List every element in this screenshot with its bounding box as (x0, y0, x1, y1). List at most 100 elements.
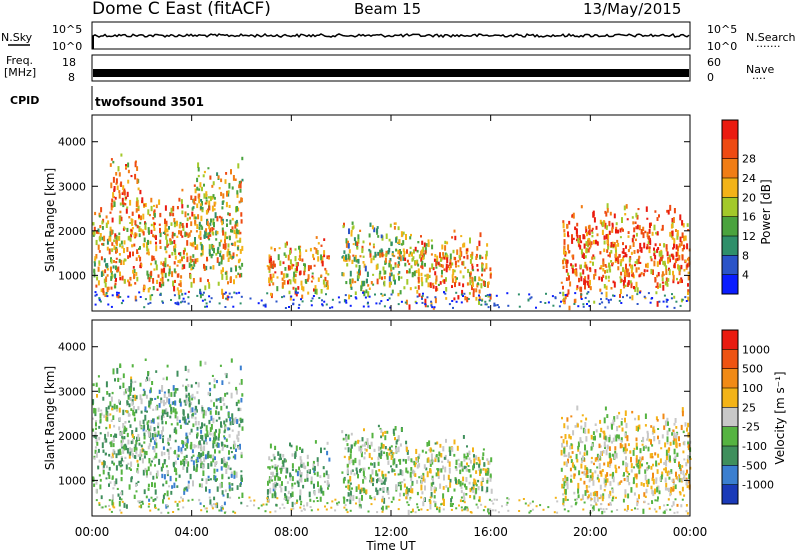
echo-cell (234, 241, 237, 247)
echo-cell (344, 504, 347, 507)
echo-cell (165, 234, 168, 240)
echo-cell (187, 384, 190, 388)
echo-cell (309, 498, 312, 502)
echo-cell (591, 509, 594, 512)
echo-cell (680, 504, 683, 508)
echo-cell (116, 293, 119, 296)
echo-cell (144, 358, 147, 361)
echo-cell (687, 289, 690, 294)
echo-cell (365, 489, 368, 494)
echo-cell (459, 469, 462, 475)
echo-cell (653, 250, 656, 254)
echo-cell (576, 234, 579, 240)
echo-cell (114, 283, 117, 286)
echo-cell (236, 192, 239, 198)
echo-cell (113, 186, 116, 191)
echo-cell (286, 499, 289, 504)
echo-cell (93, 230, 96, 236)
echo-cell (607, 461, 610, 468)
echo-cell (220, 261, 223, 265)
echo-cell (420, 272, 423, 277)
echo-cell (171, 485, 174, 489)
echo-cell (665, 467, 667, 474)
echo-cell (112, 192, 115, 198)
echo-cell (146, 246, 149, 252)
echo-cell (113, 462, 115, 466)
echo-cell (319, 475, 322, 479)
echo-cell (238, 180, 241, 185)
echo-cell (135, 447, 138, 451)
echo-cell (199, 426, 202, 430)
echo-cell (165, 376, 168, 381)
echo-cell (394, 426, 397, 431)
echo-cell (94, 294, 97, 297)
echo-cell (608, 262, 610, 268)
echo-cell (475, 256, 478, 260)
echo-cell (154, 438, 157, 442)
echo-cell (472, 486, 475, 490)
echo-cell (413, 460, 416, 466)
echo-cell (147, 371, 150, 375)
echo-cell (237, 437, 240, 442)
echo-cell (604, 264, 607, 267)
echo-cell (403, 478, 406, 482)
echo-cell (110, 182, 113, 189)
echo-cell (200, 461, 203, 467)
echo-cell (100, 271, 103, 277)
power-colorbar-tick-label: 12 (742, 230, 756, 243)
echo-cell (311, 297, 314, 300)
echo-cell (193, 261, 196, 267)
echo-cell (240, 501, 243, 505)
echo-cell (415, 260, 418, 265)
echo-cell (270, 258, 272, 262)
echo-cell (198, 188, 201, 191)
echo-cell (173, 482, 176, 489)
echo-cell (125, 504, 128, 509)
echo-cell (170, 222, 173, 226)
echo-cell (317, 481, 319, 487)
echo-cell (138, 505, 141, 508)
echo-cell (108, 499, 111, 502)
echo-cell (327, 285, 329, 290)
velocity-colorbar-tick-label: 500 (742, 363, 763, 376)
echo-cell (602, 268, 605, 272)
echo-cell (186, 422, 189, 425)
echo-cell (609, 461, 612, 466)
echo-cell (663, 425, 666, 430)
echo-cell (291, 501, 294, 508)
echo-cell (147, 420, 150, 423)
echo-cell (98, 459, 101, 463)
echo-cell (389, 272, 392, 277)
echo-cell (182, 466, 185, 470)
echo-cell (127, 179, 130, 184)
echo-cell (341, 272, 344, 276)
echo-cell (197, 421, 200, 426)
echo-cell (471, 263, 474, 266)
echo-cell (576, 285, 579, 290)
echo-cell (619, 228, 622, 233)
echo-cell (455, 466, 458, 472)
echo-cell (648, 247, 651, 254)
echo-cell (617, 482, 620, 486)
echo-cell (177, 457, 179, 460)
echo-cell (317, 461, 319, 467)
echo-cell (194, 240, 196, 245)
echo-cell (464, 295, 467, 301)
echo-cell (198, 483, 201, 488)
echo-cell (439, 443, 442, 448)
echo-cell (226, 223, 228, 227)
echo-cell (139, 455, 142, 461)
echo-cell (422, 475, 425, 482)
echo-cell (601, 451, 603, 456)
echo-cell (574, 498, 577, 501)
echo-cell (686, 427, 688, 432)
echo-cell (370, 441, 373, 447)
echo-cell (576, 498, 579, 501)
echo-cell (122, 260, 125, 265)
echo-cell (334, 498, 337, 501)
echo-cell (489, 508, 492, 511)
echo-cell (678, 265, 681, 272)
echo-cell (227, 412, 230, 416)
echo-cell (637, 267, 640, 270)
echo-cell (132, 387, 135, 391)
